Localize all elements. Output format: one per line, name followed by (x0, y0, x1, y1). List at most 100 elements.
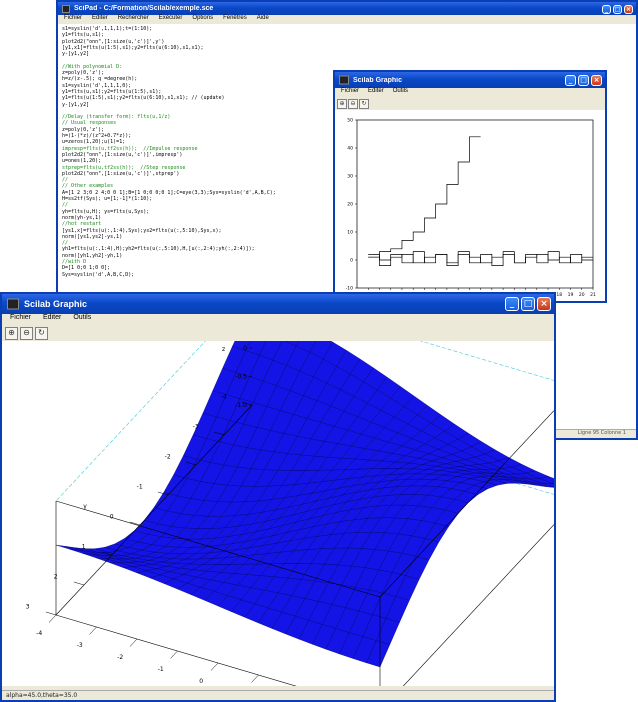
y-tick-label: -10 (346, 286, 353, 292)
series-line-3 (368, 254, 593, 264)
graphic2-menu-outils[interactable]: Outils (73, 314, 92, 321)
graphic1-menubar: Fichier Editer Outils (335, 88, 605, 97)
scipad-titlebar[interactable]: SciPad - C:/Formation/Scilab/exemple.sce… (58, 2, 636, 15)
code-line: y-[y1,y2] (62, 51, 90, 58)
code-line: [y1,x1]=flts(u(1:5),s1);y2=flts(u(6:10),… (62, 44, 204, 51)
code-line: y1=flts(u(1:5),s1);y2=flts(u(6:10),s1,x1… (62, 95, 225, 102)
editor-menu-fenêtres[interactable]: Fenêtres (223, 15, 247, 21)
zoom-in-icon[interactable]: ⊕ (5, 326, 18, 340)
scipad-menubar: Fichier Editer Rechercher Exécuter Options Fe… (58, 15, 636, 24)
x-tick-label: 21 (590, 292, 596, 298)
code-line: D=[1 0;0 1;0 0]; (62, 265, 111, 272)
code-line: s1=syslin('d',1,1,1,0); (62, 82, 132, 89)
close-button[interactable]: × (537, 297, 551, 311)
code-line: //Delay (transfer form): flts(u,1/z) (62, 114, 171, 121)
graphic2-menubar: Fichier Editer Outils (2, 314, 554, 325)
scilab-graphic-icon (7, 298, 19, 310)
y-tick-label: 1 (82, 544, 86, 551)
box-edge (389, 524, 554, 700)
code-line: // Other examples (62, 183, 114, 190)
rotate-icon[interactable]: ↻ (35, 326, 48, 340)
editor-menu-exécuter[interactable]: Exécuter (158, 15, 183, 21)
graphic2-statusbar: alpha=45.0,theta=35.0 (2, 690, 554, 700)
surface-plot: -4-3-2-101234-4-3-2-101231.00.50-0.5-1.0… (26, 294, 554, 700)
graphic1-menu-outils[interactable]: Outils (392, 88, 409, 94)
close-button[interactable]: × (624, 5, 633, 14)
code-line: norm([yh1,yh2]-yh,1) (62, 252, 123, 259)
code-line: norm(yh-ys,1) (62, 214, 102, 221)
y-tick-label: -4 (221, 394, 227, 401)
maximize-button[interactable]: □ (521, 297, 535, 311)
z-tick-label: 0 (243, 345, 247, 352)
code-editor[interactable]: s1=syslin('d',1,1,1);t=(1:10); y1=flts(u,… (62, 26, 628, 278)
code-line: plot2d2("onn",[1:size(u,'c')]',y') (62, 38, 165, 45)
editor-menu-aide[interactable]: Aide (256, 15, 269, 21)
x-tick-label: -2 (117, 654, 123, 661)
scilab-graphic-window-2[interactable]: Scilab Graphic _ □ × Fichier Editer Outils… (0, 292, 556, 702)
graphic1-menu-editer[interactable]: Editer (368, 88, 384, 94)
x-tick-label: 20 (579, 292, 585, 298)
graphic2-title: Scilab Graphic (24, 299, 88, 309)
scilab-graphic-window-1[interactable]: Scilab Graphic _ □ × Fichier Editer Outils… (333, 70, 607, 303)
x-tick-label: -3 (77, 642, 83, 649)
zoom-out-icon[interactable]: ⊖ (20, 326, 33, 340)
y-tick-label: -2 (165, 454, 171, 461)
code-line: Sys=syslin('d',A,B,C,D); (62, 271, 135, 278)
graphic2-titlebar[interactable]: Scilab Graphic _ □ × (2, 294, 554, 314)
graphic2-menu-fichier[interactable]: Fichier (10, 314, 32, 321)
zoom-out-icon[interactable]: ⊖ (348, 98, 358, 109)
y-tick-label: 50 (347, 118, 353, 124)
code-line: // (62, 202, 69, 209)
code-line: norm([ys1,ys2]-ys,1) (62, 233, 123, 240)
code-line: //with D (62, 258, 87, 265)
editor-menu-fichier[interactable]: Fichier (64, 15, 83, 21)
close-button[interactable]: × (591, 75, 602, 86)
scilab-graphic-icon (339, 75, 349, 85)
code-line: H=ss2tf(Sys); u=[1;-1]*(1:10); (62, 196, 153, 203)
graphic2-toolbar: ⊕ ⊖ ↻ (2, 325, 554, 341)
y-tick (73, 581, 85, 586)
graphic1-toolbar: ⊕ ⊖ ↻ (335, 97, 605, 110)
graphic2-canvas[interactable]: -4-3-2-101234-4-3-2-101231.00.50-0.5-1.0… (2, 294, 554, 700)
graphic2-menu-editer[interactable]: Editer (43, 314, 62, 321)
graphic1-titlebar[interactable]: Scilab Graphic _ □ × (335, 72, 605, 88)
graphic1-title: Scilab Graphic (353, 76, 403, 84)
y-tick-label: 3 (26, 604, 30, 611)
mesh-cell (542, 483, 554, 488)
zoom-in-icon[interactable]: ⊕ (337, 98, 347, 109)
maximize-button[interactable]: □ (578, 75, 589, 86)
y-tick-label: 10 (347, 230, 353, 236)
box-edge (379, 410, 554, 598)
mesh-cell (552, 482, 554, 484)
code-line: // Usual responses (62, 120, 117, 127)
editor-menu-options[interactable]: Options (192, 15, 214, 21)
graphic1-menu-fichier[interactable]: Fichier (341, 88, 360, 94)
minimize-button[interactable]: _ (565, 75, 576, 86)
y-tick-label: -1 (137, 484, 143, 491)
code-line: u=ones(1,20); (62, 158, 102, 165)
x-tick-label: 0 (199, 678, 203, 685)
y-tick (241, 401, 253, 406)
y-tick-label: 0 (350, 258, 353, 264)
editor-menu-editer[interactable]: Editer (92, 15, 108, 21)
x-tick (129, 638, 138, 647)
editor-menu-rechercher[interactable]: Rechercher (117, 15, 149, 21)
code-line: yh1=flts(u(:,1:4),H);yh2=flts(u(:,5:10),… (62, 246, 255, 253)
scipad-app-icon (62, 4, 70, 13)
rotate-icon[interactable]: ↻ (359, 98, 369, 109)
cursor-position: Ligne 95 Colonne 1 (577, 430, 626, 436)
y-tick (129, 521, 141, 526)
step-response-plot: 123456789101112131415161718192021-100102… (346, 118, 596, 299)
x-tick (89, 626, 97, 635)
minimize-button[interactable]: _ (505, 297, 519, 311)
code-line: plot2d2("onn",[1:size(u,'c')]',stprep') (62, 170, 180, 177)
code-line: // (62, 240, 69, 247)
maximize-button[interactable]: □ (613, 5, 622, 14)
y-tick (213, 431, 225, 436)
y-tick (185, 461, 197, 466)
code-line: A=[1 2 3;0 2 4;0 0 1];B=[1 0;0 0;0 1];C=… (62, 189, 276, 196)
scipad-title: SciPad - C:/Formation/Scilab/exemple.sce (74, 5, 214, 12)
graphic1-canvas[interactable]: 123456789101112131415161718192021-100102… (335, 110, 605, 301)
minimize-button[interactable]: _ (602, 5, 611, 14)
code-line: // (62, 177, 69, 184)
